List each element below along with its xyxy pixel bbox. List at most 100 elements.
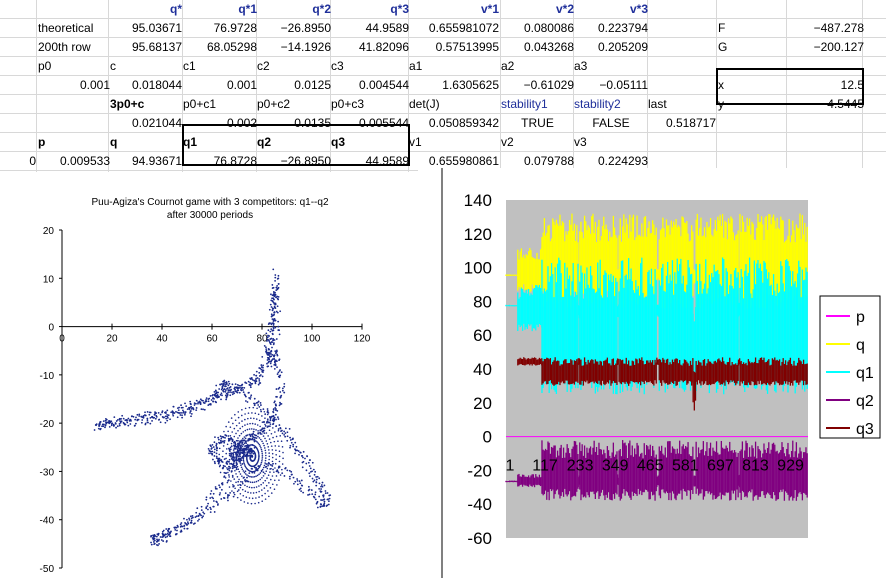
cell-J2[interactable]: F bbox=[718, 21, 726, 35]
cell-A5[interactable]: 0.001 bbox=[79, 78, 110, 92]
cell-F8[interactable]: v1 bbox=[409, 135, 422, 149]
cell-B5[interactable]: 0.018044 bbox=[131, 78, 182, 92]
cell-F4[interactable]: a1 bbox=[409, 59, 423, 73]
cell-H8[interactable]: v3 bbox=[574, 135, 587, 149]
cell-B3[interactable]: 95.68137 bbox=[131, 40, 182, 54]
cell-B4[interactable]: c bbox=[110, 59, 116, 73]
cell-D7[interactable]: 0.0135 bbox=[294, 116, 331, 130]
cell-H1[interactable]: v*3 bbox=[629, 2, 648, 16]
cell-H6[interactable]: stability2 bbox=[574, 97, 621, 111]
cell-H4[interactable]: a3 bbox=[574, 59, 588, 73]
scatter-point bbox=[260, 364, 263, 366]
cell-A2[interactable]: theoretical bbox=[38, 21, 94, 35]
cell-F1[interactable]: v*1 bbox=[480, 2, 499, 16]
cell-I7[interactable]: 0.518717 bbox=[665, 116, 716, 130]
cell-H5[interactable]: −0.05111 bbox=[599, 78, 648, 92]
cell-G7[interactable]: TRUE bbox=[521, 116, 554, 130]
cell-G8[interactable]: v2 bbox=[501, 135, 514, 149]
scatter-point bbox=[262, 475, 265, 477]
scatter-point bbox=[223, 497, 226, 500]
cell-A8[interactable]: p bbox=[38, 135, 46, 149]
cell-E5[interactable]: 0.004544 bbox=[358, 78, 409, 92]
cell-D8[interactable]: q2 bbox=[257, 135, 272, 149]
cell-I6[interactable]: last bbox=[648, 97, 667, 111]
cell-D4[interactable]: c2 bbox=[257, 59, 270, 73]
scatter-point bbox=[219, 439, 222, 442]
scatter-chart[interactable]: Puu-Agiza's Cournot game with 3 competit… bbox=[0, 180, 418, 578]
cell-E3[interactable]: 41.82096 bbox=[358, 40, 409, 54]
line-chart[interactable]: 140 120 100 80 60 40 20 0 -20 -40 -60 1 117 233 349 465… bbox=[418, 168, 886, 578]
cell-E8[interactable]: q3 bbox=[331, 135, 346, 149]
cell-G3[interactable]: 0.043268 bbox=[523, 40, 574, 54]
cell-E2[interactable]: 44.9589 bbox=[365, 21, 409, 35]
scatter-point bbox=[307, 489, 310, 492]
cell-D5[interactable]: 0.0125 bbox=[294, 78, 331, 92]
cell-J5[interactable]: x bbox=[718, 78, 724, 92]
cell-D2[interactable]: −26.8950 bbox=[280, 21, 331, 35]
cell-D1[interactable]: q*2 bbox=[312, 2, 331, 16]
cell-D3[interactable]: −14.1926 bbox=[280, 40, 331, 54]
cell-C3[interactable]: 68.05298 bbox=[206, 40, 257, 54]
cell-R9[interactable]: 0 bbox=[29, 154, 36, 168]
scatter-point bbox=[262, 471, 265, 474]
scatter-point bbox=[127, 424, 130, 427]
cell-H3[interactable]: 0.205209 bbox=[597, 40, 648, 54]
cell-F5[interactable]: 1.6305625 bbox=[442, 78, 499, 92]
cell-A3[interactable]: 200th row bbox=[38, 40, 91, 54]
scatter-point bbox=[179, 414, 182, 416]
cell-G6[interactable]: stability1 bbox=[501, 97, 548, 111]
cell-K5[interactable]: 12.5 bbox=[840, 78, 864, 92]
cell-E4[interactable]: c3 bbox=[331, 59, 344, 73]
cell-G9[interactable]: 0.079788 bbox=[523, 154, 574, 168]
scatter-point bbox=[281, 468, 283, 471]
scatter-point bbox=[268, 495, 270, 498]
cell-C8[interactable]: q1 bbox=[183, 135, 198, 149]
cell-K2[interactable]: −487.278 bbox=[813, 21, 864, 35]
scatter-point bbox=[249, 396, 252, 398]
cell-H7[interactable]: FALSE bbox=[592, 116, 630, 130]
scatter-point bbox=[237, 411, 240, 413]
scatter-point bbox=[155, 414, 158, 417]
cell-B1[interactable]: q* bbox=[170, 2, 182, 16]
cell-C2[interactable]: 76.9728 bbox=[213, 21, 257, 35]
scatter-point bbox=[227, 495, 229, 498]
cell-C6[interactable]: p0+c1 bbox=[183, 97, 217, 111]
cell-G1[interactable]: v*2 bbox=[555, 2, 574, 16]
cell-F7[interactable]: 0.050859342 bbox=[428, 116, 499, 130]
scatter-point bbox=[242, 431, 245, 433]
cell-K3[interactable]: −200.127 bbox=[813, 40, 864, 54]
cell-J3[interactable]: G bbox=[718, 40, 728, 54]
cell-G4[interactable]: a2 bbox=[501, 59, 515, 73]
scatter-point bbox=[274, 413, 277, 416]
cell-G2[interactable]: 0.080086 bbox=[523, 21, 574, 35]
scatter-point bbox=[258, 382, 261, 384]
cell-D6[interactable]: p0+c2 bbox=[257, 97, 291, 111]
cell-B6[interactable]: 3p0+c bbox=[110, 97, 145, 111]
cell-E1[interactable]: q*3 bbox=[390, 2, 409, 16]
cell-F2[interactable]: 0.655981072 bbox=[428, 21, 499, 35]
cell-C5[interactable]: 0.001 bbox=[226, 78, 257, 92]
cell-H9[interactable]: 0.224293 bbox=[597, 154, 648, 168]
cell-A9[interactable]: 0.009533 bbox=[59, 154, 110, 168]
cell-F3[interactable]: 0.57513995 bbox=[435, 40, 499, 54]
cell-F6[interactable]: det(J) bbox=[409, 97, 440, 111]
cell-C1[interactable]: q*1 bbox=[238, 2, 257, 16]
scatter-point bbox=[165, 528, 168, 530]
cell-E7[interactable]: 0.005544 bbox=[358, 116, 409, 130]
scatter-point bbox=[272, 411, 275, 414]
cell-B9[interactable]: 94.93671 bbox=[131, 154, 182, 168]
cell-B7[interactable]: 0.021044 bbox=[131, 116, 182, 130]
scatter-point bbox=[270, 313, 273, 316]
cell-G5[interactable]: −0.61029 bbox=[523, 78, 574, 92]
cell-B8[interactable]: q bbox=[110, 135, 118, 149]
cell-B2[interactable]: 95.03671 bbox=[131, 21, 182, 35]
scatter-point bbox=[271, 307, 274, 310]
scatter-point bbox=[248, 428, 251, 430]
cell-E6[interactable]: p0+c3 bbox=[331, 97, 365, 111]
cell-H2[interactable]: 0.223794 bbox=[597, 21, 648, 35]
cell-F9[interactable]: 0.655980861 bbox=[428, 154, 499, 168]
cell-A4[interactable]: p0 bbox=[38, 59, 52, 73]
cell-C7[interactable]: 0.002 bbox=[226, 116, 257, 130]
cell-C4[interactable]: c1 bbox=[183, 59, 196, 73]
scatter-point bbox=[282, 457, 284, 460]
